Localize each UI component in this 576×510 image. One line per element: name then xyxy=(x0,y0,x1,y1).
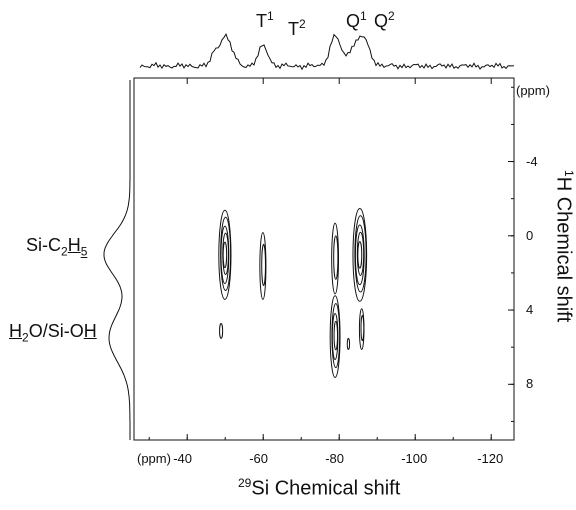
y-tick-label: -4 xyxy=(526,153,538,169)
contour-level xyxy=(357,241,363,269)
side-label-si-c2h5: Si-C2H5 xyxy=(26,235,88,259)
plot-frame xyxy=(133,77,515,441)
y-tick-label: 8 xyxy=(526,376,534,392)
x-unit-label: (ppm) xyxy=(137,451,171,466)
x-tick-label: -100 xyxy=(401,451,428,466)
axis-ticks xyxy=(148,78,514,440)
y-tick-label: 4 xyxy=(526,302,534,318)
contour-level xyxy=(333,235,339,280)
x-tick-label: -80 xyxy=(325,451,344,466)
x-tick-label: -40 xyxy=(173,451,192,466)
contour-level xyxy=(222,241,228,269)
peak-label-t2: T2 xyxy=(288,17,306,39)
x-tick-label: -60 xyxy=(249,451,268,466)
contour-level xyxy=(360,315,365,342)
contour-level xyxy=(354,215,367,293)
x-axis-title-sup: 29 xyxy=(238,476,252,490)
side-projection-spectrum xyxy=(103,80,131,440)
contour-level xyxy=(352,207,368,302)
contour-layer xyxy=(218,207,368,378)
contour-level xyxy=(331,222,340,295)
contour-level xyxy=(346,337,351,351)
contour-level xyxy=(354,224,365,286)
y-axis-title: 1H Chemical shift xyxy=(551,170,576,322)
x-axis-title: 29Si Chemical shift xyxy=(238,476,400,501)
top-projection xyxy=(139,32,515,71)
contour-level xyxy=(261,243,266,287)
contour-level xyxy=(333,320,339,351)
peak-label-q2: Q2 xyxy=(374,9,395,31)
x-axis-title-text: Si Chemical shift xyxy=(251,477,401,500)
side-projection xyxy=(103,80,131,440)
peak-label-t1: T1 xyxy=(256,9,274,31)
side-label-h2o-sioh: H2O/Si-OH xyxy=(9,321,97,345)
contour-level xyxy=(356,231,365,276)
y-tick-label: 0 xyxy=(526,227,534,243)
peak-label-q1: Q1 xyxy=(346,9,367,31)
x-tick-label: -120 xyxy=(477,451,504,466)
y-unit-label: (ppm) xyxy=(516,83,550,98)
y-axis-title-sup: 1 xyxy=(562,170,576,177)
y-axis-title-text: H Chemical shift xyxy=(552,176,575,323)
contour-level xyxy=(219,323,224,339)
top-projection-spectrum xyxy=(139,32,515,71)
contour-level xyxy=(358,308,365,351)
